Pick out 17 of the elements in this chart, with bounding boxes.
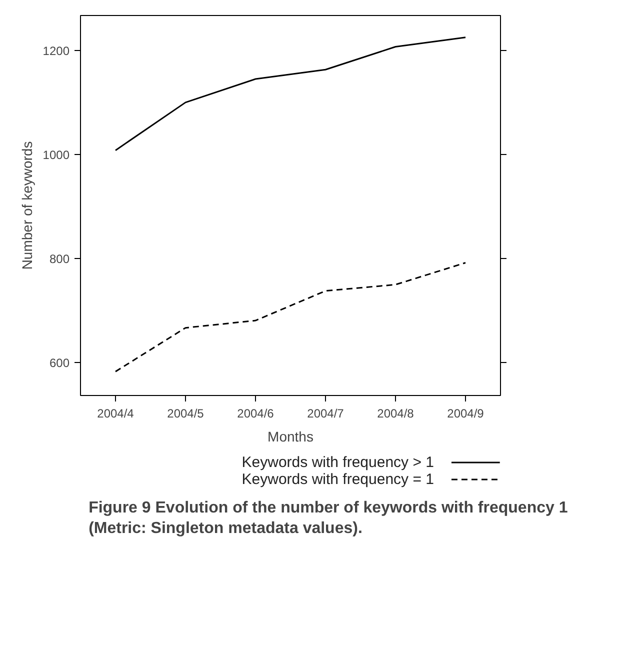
- y-tick-label: 600: [49, 356, 70, 370]
- x-axis-title: Months: [268, 428, 314, 444]
- x-tick-label: 2004/4: [97, 406, 134, 420]
- legend-label: Keywords with frequency = 1: [242, 471, 434, 488]
- y-tick-label: 800: [49, 252, 70, 266]
- x-tick-label: 2004/9: [447, 406, 484, 420]
- x-tick-label: 2004/5: [167, 406, 204, 420]
- line-series: [114, 262, 466, 372]
- y-tick-label: 1000: [42, 148, 70, 162]
- line-series: [114, 36, 466, 152]
- x-tick-label: 2004/6: [237, 406, 274, 420]
- x-tick-label: 2004/8: [377, 406, 414, 420]
- legend-label: Keywords with frequency > 1: [242, 454, 434, 471]
- x-tick-label: 2004/7: [307, 406, 344, 420]
- caption: Figure 9 Evolution of the number of keywords with frequency 1 (Metric: Singleton metadata values).: [88, 500, 568, 537]
- y-axis-title: Number of keywords: [18, 141, 35, 270]
- y-tick-label: 1200: [42, 44, 70, 58]
